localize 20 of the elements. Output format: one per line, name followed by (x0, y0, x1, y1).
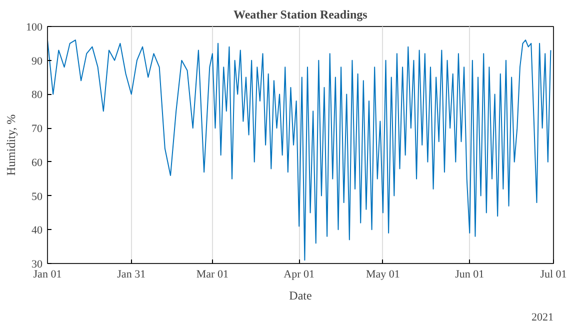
chart-title: Weather Station Readings (234, 8, 368, 22)
y-tick-label: 60 (32, 156, 43, 169)
y-tick-label: 100 (26, 22, 43, 34)
y-tick-label: 30 (32, 258, 43, 270)
y-tick-label: 50 (32, 190, 43, 203)
x-tick-label: Jun 01 (455, 268, 484, 280)
x-tick-label: Mar 01 (196, 268, 228, 280)
x-tick-label: May 01 (366, 268, 400, 280)
x-tick-label: Jan 01 (33, 268, 62, 280)
y-tick-label: 70 (32, 123, 43, 136)
y-tick-label: 90 (32, 55, 43, 68)
text: 2021 (532, 312, 554, 324)
x-tick-label: Jan 31 (117, 268, 146, 280)
line-series (48, 40, 552, 261)
y-axis-title: Humidity, % (4, 114, 18, 176)
x-tick-label: Apr 01 (284, 268, 315, 280)
x-tick-label: Jul 01 (540, 268, 567, 280)
y-tick-label: 80 (32, 89, 43, 102)
y-tick-label: 40 (32, 224, 43, 237)
x-axis-title: Date (289, 288, 312, 302)
